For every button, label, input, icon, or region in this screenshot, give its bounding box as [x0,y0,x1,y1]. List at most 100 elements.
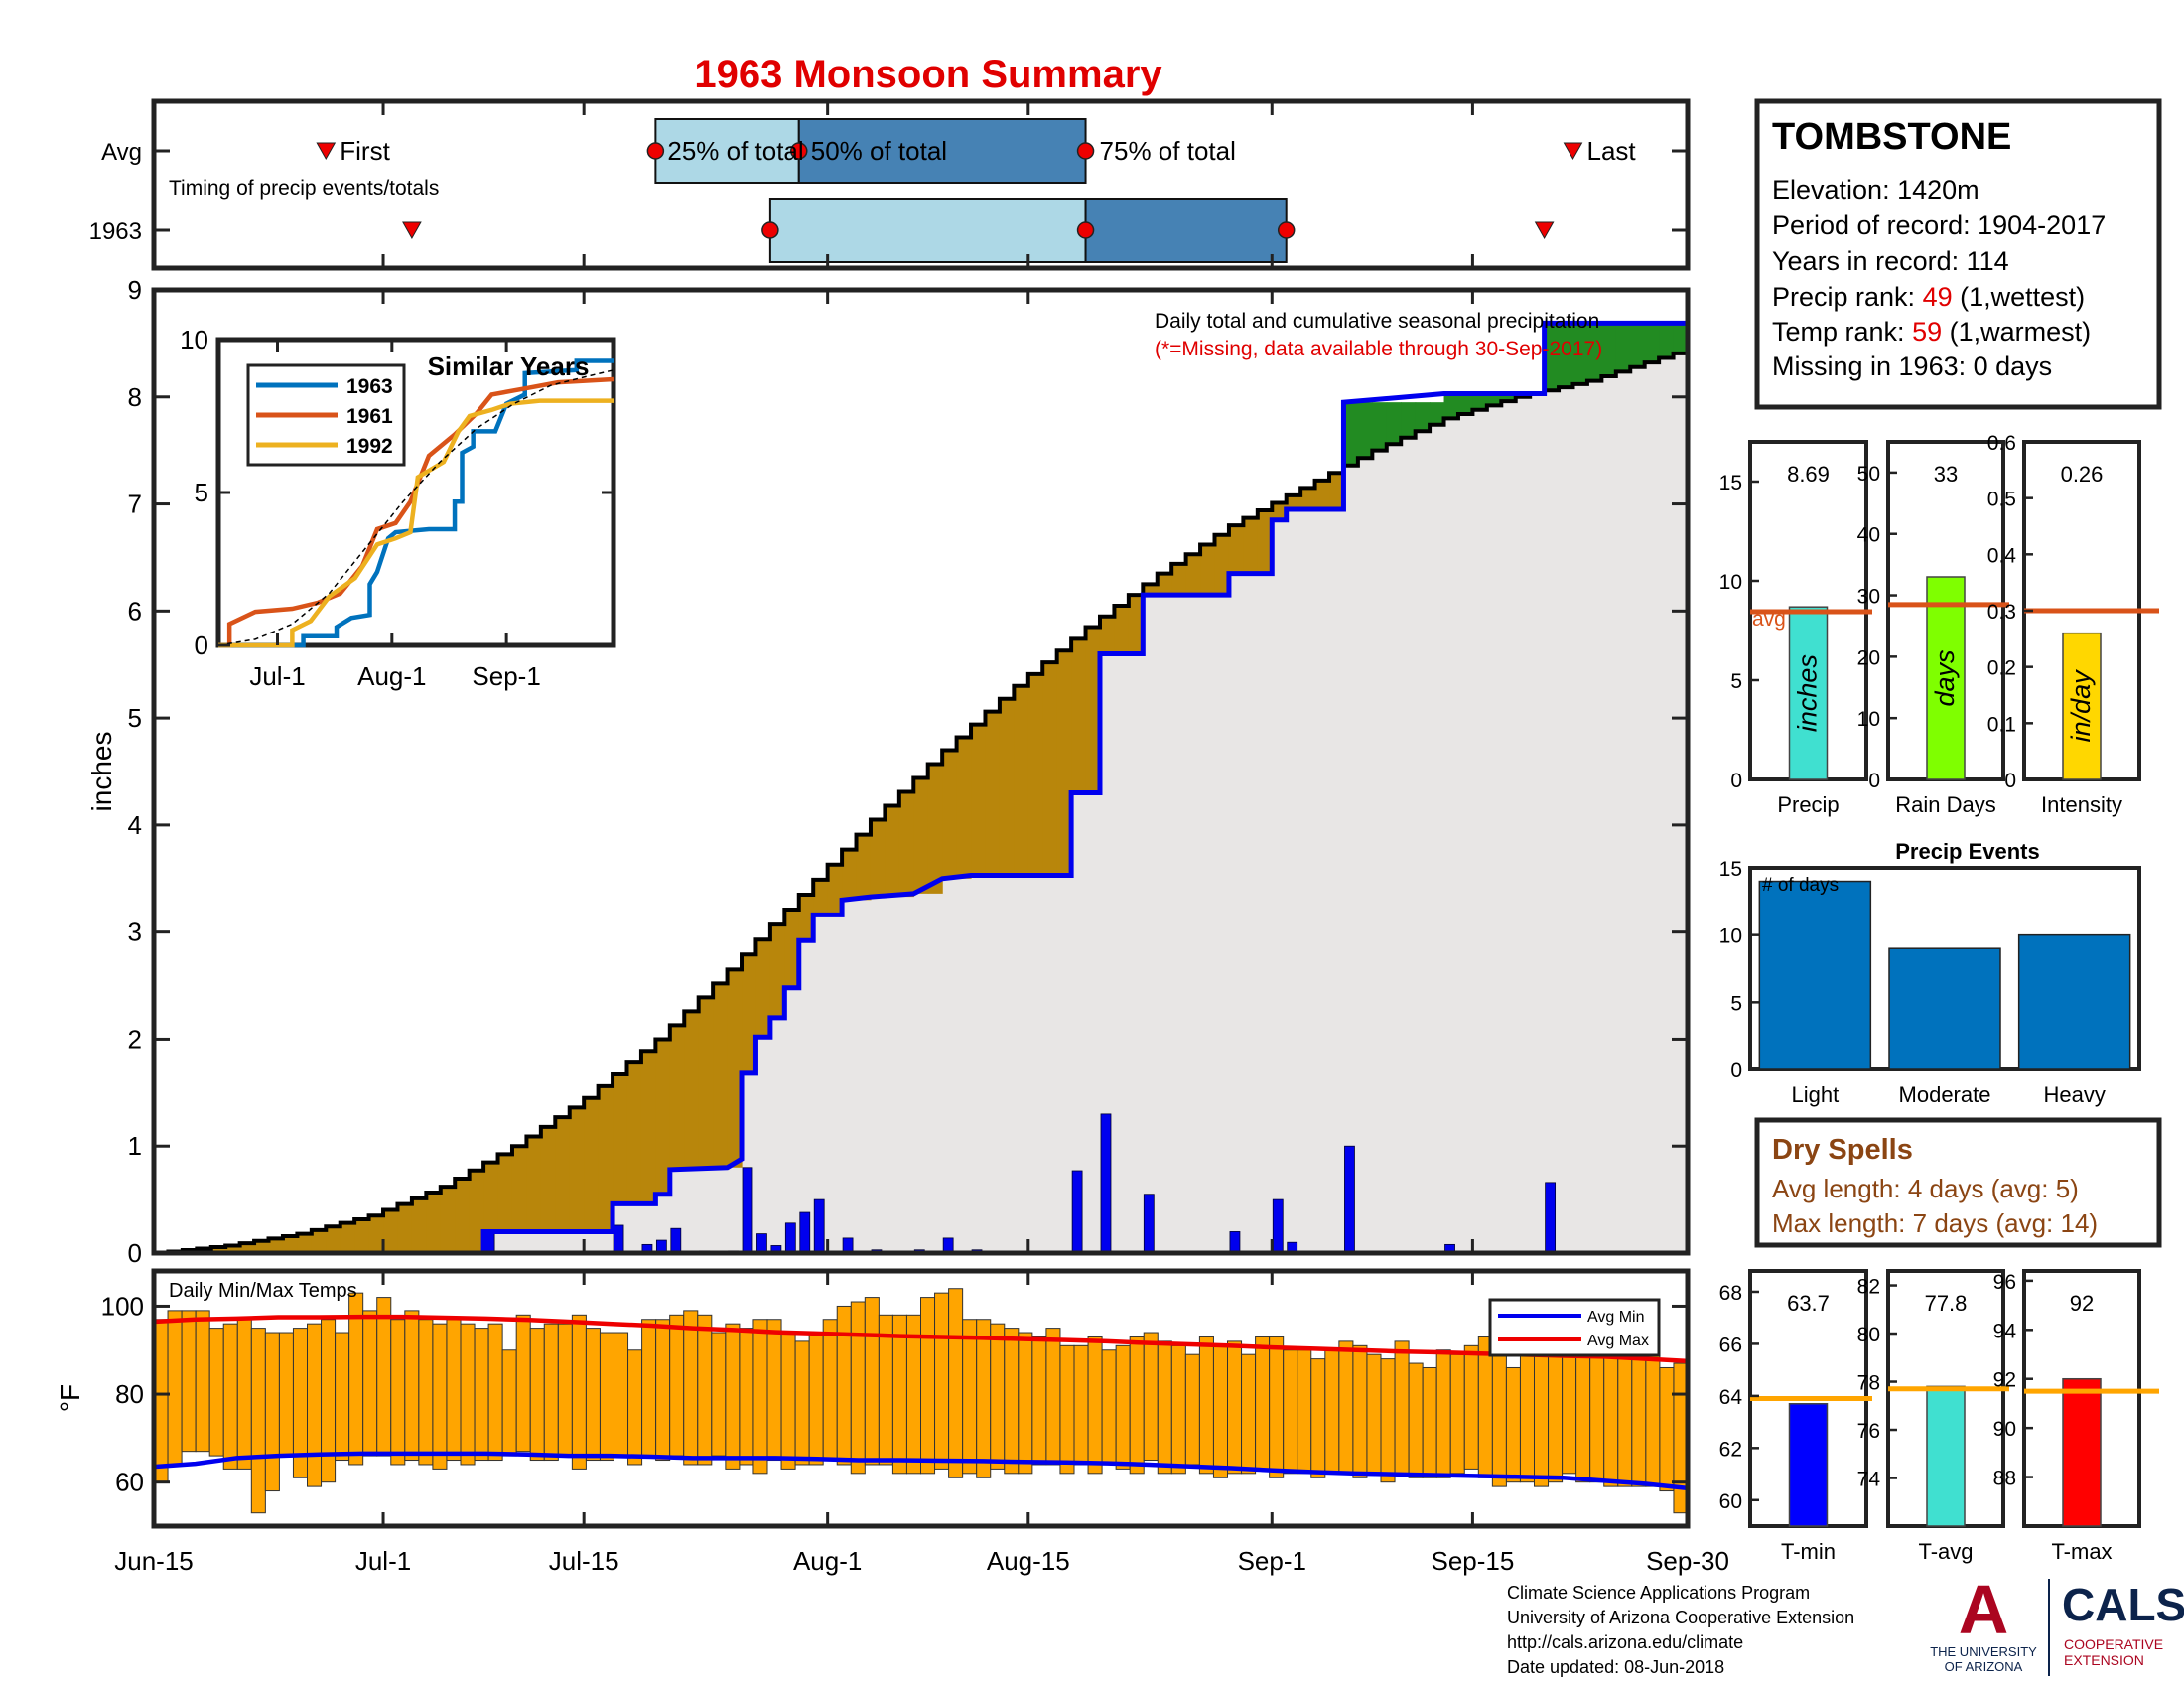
below-average-band [1128,595,1144,654]
similar-years-inset: 0 5 10 Jul-1 Aug-1 Sep-1 Similar Years 1963 1961… [180,325,616,691]
q75-label: 75% of total [1100,136,1236,166]
events-ytick-label: 5 [1730,992,1742,1015]
above-average-band [1472,393,1488,410]
below-average-band [1300,488,1316,509]
year-first-marker [402,221,422,240]
temps-frame [151,1268,1691,1529]
precip-stat-ytick-label: 20 [1857,646,1880,669]
temp-range-bar [948,1288,964,1478]
temp-range-bar [1422,1366,1437,1478]
precip-stat-value-label: 33 [1934,462,1958,487]
temp-stat-ytick-label: 92 [1993,1369,2016,1392]
temp-range-bar [1031,1336,1047,1466]
station-frame [1754,98,2162,410]
first-label: First [340,136,390,166]
main-ylabel: inches [86,732,117,812]
temp-range-bar [1255,1336,1271,1470]
events-ylabel: # of days [1762,875,1839,896]
temp-stat-ytick-label: 82 [1857,1276,1880,1299]
ua-logo-line-1: THE UNIVERSITY [1930,1644,2037,1659]
temp-stat-ytick-label: 80 [1857,1324,1880,1346]
temp-range-bar [1324,1349,1340,1475]
above-average-band [1659,323,1675,358]
dry-spells-avg: Avg length: 4 days (avg: 5) [1772,1174,2079,1203]
below-average-band [210,1246,226,1253]
temp-range-bar [641,1319,657,1457]
temp-stat-ytick-label: 62 [1719,1438,1742,1461]
below-average-band [1329,473,1345,509]
dry-spells-max: Max length: 7 days (avg: 14) [1772,1208,2098,1238]
temp-range-bar [321,1319,337,1483]
footer-line-1: Climate Science Applications Program [1507,1583,1810,1603]
main-ytick-label: 0 [128,1238,142,1268]
precip-stat-ytick-label: 0.6 [1987,432,2016,455]
temp-range-bar [167,1310,183,1466]
below-average-band [755,939,771,1038]
below-average-band [1085,627,1101,793]
daily-temps-panel: 60 80 100 Jun-15 Jul-1 Jul-15 Aug-1 Aug-15 Sep-1… [55,1268,1729,1576]
above-average-band [1386,402,1402,445]
daily-precip-bar [799,1211,811,1254]
temp-range-bar [557,1323,573,1457]
year-q50-marker [1076,221,1095,239]
precip-stat-ytick-label: 0.1 [1987,713,2016,736]
precip-stat-ytick-label: 0 [1868,770,1880,792]
temp-range-bar [208,1328,224,1457]
temp-range-bar [1505,1366,1521,1483]
year-q25-marker [761,221,779,239]
below-average-band [268,1238,284,1253]
above-average-band [1415,402,1431,432]
below-average-band [426,1192,442,1253]
below-average-band [1014,685,1029,876]
temp-rank-value: 59 [1912,317,1942,347]
temp-stat-ytick-label: 76 [1857,1420,1880,1443]
temp-range-bar [697,1314,713,1466]
temp-range-bar [1548,1340,1564,1483]
avg-q50-q75-box [797,118,1087,184]
footer-line-3: http://cals.arizona.edu/climate [1507,1632,1743,1652]
temp-range-bar [222,1323,238,1470]
temp-stats-panel: 60 62 64 66 68 63.7 T-min 74 76 78 80 82 77.8 T-avg 88… [1719,1269,2159,1564]
temp-range-bar [307,1323,323,1487]
temp-range-bar [250,1328,266,1514]
above-average-band [1343,402,1359,466]
q50-label: 50% of total [811,136,947,166]
temp-range-bar [1129,1336,1145,1475]
main-ytick-label: 8 [128,382,142,412]
precip-stat-ytick-label: 40 [1857,524,1880,547]
daily-precip-bar [742,1167,753,1254]
temp-range-bar [390,1319,406,1466]
temp-range-bar [1212,1344,1229,1478]
temp-range-bar [1101,1349,1117,1466]
events-bar [2017,933,2131,1070]
below-average-band [1257,510,1273,574]
temp-range-bar [920,1297,936,1475]
below-average-band [971,724,987,876]
temp-range-bar [976,1319,992,1478]
below-average-band [311,1229,327,1253]
temp-range-bar [1435,1349,1451,1478]
avg-first-marker [316,142,337,161]
temp-range-bar [195,1310,210,1453]
year-q25-q50-box [768,198,1087,263]
below-average-band [713,983,729,1170]
inset-line-1992 [218,398,614,648]
temp-range-bar [264,1332,280,1492]
below-average-band [254,1240,270,1253]
temp-range-bar [278,1332,294,1457]
above-average-band [1673,323,1689,353]
below-average-band [1143,584,1159,596]
below-average-band [225,1245,241,1253]
inset-xtick-label: Sep-1 [472,661,540,691]
below-average-band [985,711,1001,876]
below-average-band [613,1074,628,1204]
date-axis-label: Aug-15 [987,1546,1070,1576]
temp-range-bar [1269,1336,1285,1478]
temp-range-bar [905,1314,921,1475]
temps-ytick-label: 60 [115,1468,144,1497]
temp-range-bar [1004,1328,1020,1475]
below-average-band [397,1203,413,1253]
below-average-band [1314,480,1330,509]
temp-range-bar [1463,1344,1479,1470]
